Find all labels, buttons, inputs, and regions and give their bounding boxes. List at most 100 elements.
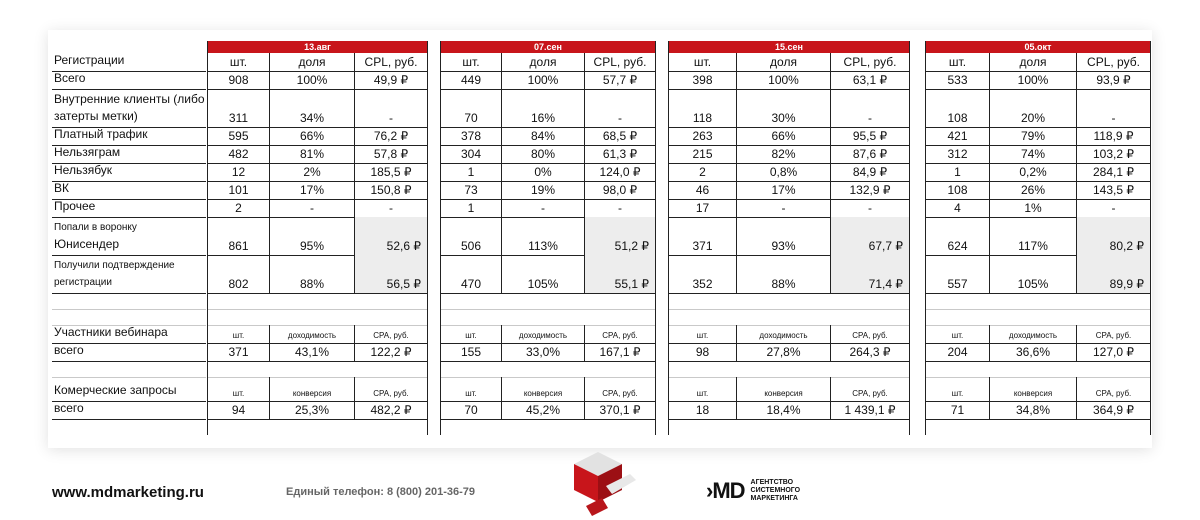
- label-confirm-line1: Получили подтверждение: [54, 260, 175, 271]
- column-header: CPL, руб.: [830, 53, 909, 71]
- column-header: CPA, руб.: [354, 325, 427, 343]
- label-vk-row: ВК: [52, 181, 206, 200]
- fb-cell: 0,8%: [736, 163, 830, 181]
- header-row-webinar: шт. доходимость CPA, руб.: [926, 325, 1150, 344]
- funnel-cell: 95%: [269, 217, 354, 255]
- other-cell: -: [354, 199, 427, 217]
- agency-cube-logo: [574, 452, 636, 516]
- requests-cell: 482,2 ₽: [354, 401, 427, 419]
- header-row-reg: шт. доля CPL, руб.: [441, 53, 655, 72]
- column-header: шт.: [465, 389, 477, 398]
- column-header: шт.: [951, 331, 964, 340]
- empty-cell: [830, 361, 909, 377]
- data-row-requests: 70 45,2% 370,1 ₽: [441, 401, 655, 420]
- period-block: 15.сен шт. доля CPL, руб. 398 100% 63,1 ₽ 118 30…: [668, 41, 910, 435]
- vk-cell: 73: [464, 183, 478, 197]
- column-header: CPA, руб.: [1076, 377, 1150, 401]
- label-other: Прочее: [54, 199, 96, 213]
- other-cell: -: [830, 199, 909, 217]
- ig-cell: 57,8 ₽: [354, 145, 427, 163]
- requests-cell: 25,3%: [269, 401, 354, 419]
- spacer-row: [441, 293, 655, 310]
- funnel-cell: 861: [228, 239, 249, 253]
- data-row-total: 398 100% 63,1 ₽: [669, 71, 909, 90]
- data-row-paid: 378 84% 68,5 ₽: [441, 127, 655, 146]
- internal-cell: -: [830, 89, 909, 127]
- data-row-total: 908 100% 49,9 ₽: [208, 71, 427, 90]
- empty-cell: [584, 361, 655, 377]
- total-cell: 398: [692, 73, 713, 87]
- confirm-cell: 56,5 ₽: [354, 255, 427, 293]
- column-header: CPA, руб.: [1076, 325, 1150, 343]
- empty-cell: [736, 361, 830, 377]
- agency-name-line1: АГЕНТСТВО: [750, 479, 794, 486]
- logo-fragment-lower: [586, 498, 608, 516]
- requests-cell: 364,9 ₽: [1076, 401, 1150, 419]
- total-cell: 449: [460, 73, 482, 87]
- data-row-requests: 94 25,3% 482,2 ₽: [208, 401, 427, 420]
- paid-cell: 95,5 ₽: [830, 127, 909, 145]
- label-ig: Нельзяграм: [54, 145, 121, 159]
- data-row-funnel: 371 93% 67,7 ₽: [669, 217, 909, 256]
- spacer-row: [669, 293, 909, 310]
- webinar-cell: 122,2 ₽: [354, 343, 427, 361]
- requests-cell: 34,8%: [989, 401, 1076, 419]
- md-logo-a: ›M: [706, 478, 731, 503]
- empty-cell: [441, 361, 501, 377]
- vk-cell: 19%: [501, 181, 584, 199]
- webinar-cell: 167,1 ₽: [584, 343, 655, 361]
- vk-cell: 17%: [269, 181, 354, 199]
- empty-cell: [441, 293, 501, 309]
- paid-cell: 595: [228, 129, 249, 143]
- funnel-cell: 80,2 ₽: [1076, 217, 1150, 255]
- confirm-cell: 105%: [501, 255, 584, 293]
- label-internal-line1: Внутренние клиенты (либо: [54, 92, 205, 106]
- data-row-total: 449 100% 57,7 ₽: [441, 71, 655, 90]
- vk-cell: 143,5 ₽: [1076, 181, 1150, 199]
- empty-cell: [354, 361, 427, 377]
- data-row-ig: 215 82% 87,6 ₽: [669, 145, 909, 164]
- label-webinar-total: всего: [54, 343, 84, 357]
- data-row-paid: 595 66% 76,2 ₽: [208, 127, 427, 146]
- fb-cell: 1: [467, 165, 475, 179]
- data-row-internal: 108 20% -: [926, 89, 1150, 128]
- requests-cell: 45,2%: [501, 401, 584, 419]
- header-row-webinar: шт. доходимость CPA, руб.: [208, 325, 427, 344]
- funnel-cell: 506: [460, 239, 482, 253]
- total-cell: 63,1 ₽: [830, 71, 909, 89]
- fb-cell: 0,2%: [989, 163, 1076, 181]
- label-requests-total-row: всего: [52, 401, 206, 420]
- ig-cell: 304: [460, 147, 482, 161]
- label-total: Всего: [54, 71, 86, 85]
- confirm-cell: 89,9 ₽: [1076, 255, 1150, 293]
- md-logo: ›MD: [706, 478, 746, 504]
- label-internal-row: Внутренние клиенты (либо затерты метки): [52, 89, 206, 128]
- period-block: 05.окт шт. доля CPL, руб. 533 100% 93,9 ₽ 108 20…: [925, 41, 1151, 435]
- empty-cell: [208, 361, 269, 377]
- header-row-requests: шт. конверсия CPA, руб.: [669, 377, 909, 402]
- data-row-requests: 71 34,8% 364,9 ₽: [926, 401, 1150, 420]
- other-cell: -: [1076, 199, 1150, 217]
- webinar-cell: 33,0%: [501, 343, 584, 361]
- data-row-internal: 70 16% -: [441, 89, 655, 128]
- column-header: CPA, руб.: [830, 377, 909, 401]
- empty-cell: [669, 309, 736, 325]
- funnel-cell: 624: [947, 239, 968, 253]
- other-cell: 1%: [989, 199, 1076, 217]
- internal-cell: 16%: [501, 89, 584, 127]
- total-cell: 100%: [501, 71, 584, 89]
- internal-cell: 30%: [736, 89, 830, 127]
- empty-cell: [208, 293, 269, 309]
- column-header: доходимость: [269, 325, 354, 343]
- footer-website[interactable]: www.mdmarketing.ru: [52, 484, 204, 501]
- data-row-internal: 311 34% -: [208, 89, 427, 128]
- funnel-cell: 52,6 ₽: [354, 217, 427, 255]
- label-requests-row: Комерческие запросы: [52, 377, 206, 402]
- paid-cell: 79%: [989, 127, 1076, 145]
- column-header: CPA, руб.: [830, 325, 909, 343]
- other-cell: 17: [695, 201, 710, 215]
- ig-cell: 103,2 ₽: [1076, 145, 1150, 163]
- data-row-webinar: 98 27,8% 264,3 ₽: [669, 343, 909, 362]
- data-row-other: 17 - -: [669, 199, 909, 218]
- data-row-webinar: 204 36,6% 127,0 ₽: [926, 343, 1150, 362]
